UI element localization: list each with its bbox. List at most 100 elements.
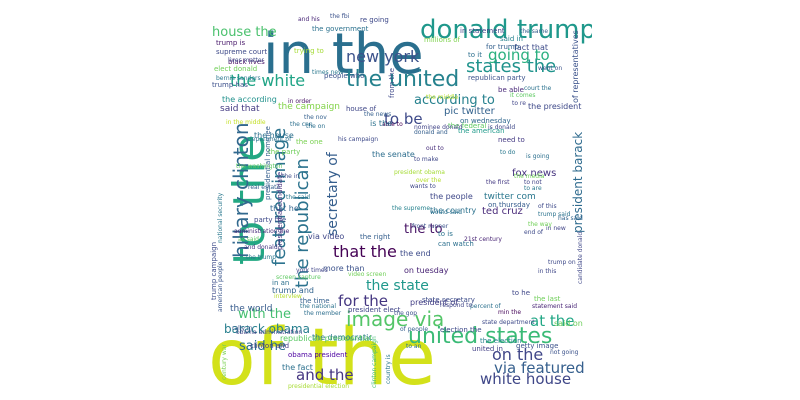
cloud-word: the member xyxy=(304,310,342,317)
cloud-word: twitter com xyxy=(484,192,536,202)
cloud-word: to not xyxy=(524,179,542,186)
cloud-word: in order xyxy=(288,98,312,105)
cloud-word: ted cruz xyxy=(482,206,523,217)
cloud-word: percent of xyxy=(470,303,502,310)
cloud-word: fox news xyxy=(512,168,556,179)
cloud-word: real estate xyxy=(248,184,280,191)
cloud-word: the democratic xyxy=(312,333,373,342)
cloud-word: united in xyxy=(472,345,503,353)
cloud-word: obama president xyxy=(288,351,348,359)
cloud-word: the campaign xyxy=(278,102,340,112)
cloud-word: state department xyxy=(482,319,535,326)
cloud-word: lives matter xyxy=(228,57,265,64)
cloud-word: president of xyxy=(410,298,458,307)
cloud-word: the trump xyxy=(246,254,276,261)
cloud-word: to he xyxy=(512,289,530,297)
cloud-word: min the xyxy=(498,309,521,316)
cloud-word: the media xyxy=(514,173,545,180)
cloud-word: be able xyxy=(498,86,524,94)
cloud-word: and his xyxy=(298,16,320,23)
cloud-word: trump on xyxy=(548,259,576,266)
cloud-word: the party xyxy=(268,148,300,156)
cloud-word: presidential election xyxy=(288,383,349,390)
cloud-word: getty image xyxy=(516,342,558,350)
cloud-word: nominee donald xyxy=(414,124,463,131)
cloud-word: department of xyxy=(248,136,292,143)
cloud-word: hillary clinton xyxy=(229,122,253,258)
cloud-word: the federal xyxy=(448,122,486,130)
cloud-word: his campaign xyxy=(338,136,378,143)
cloud-word: bernie sanders xyxy=(216,75,261,82)
cloud-word: to make xyxy=(414,156,439,163)
cloud-word: to is xyxy=(438,230,453,238)
cloud-word: black lives xyxy=(228,58,265,66)
cloud-word: trump has xyxy=(212,81,248,89)
cloud-word: in the xyxy=(263,22,424,87)
cloud-word: respond to xyxy=(440,302,473,309)
cloud-word: clinton and xyxy=(250,342,289,350)
cloud-word: over the xyxy=(416,177,441,184)
cloud-word: as said xyxy=(238,236,259,243)
cloud-word: said on xyxy=(554,319,583,328)
cloud-word: president obama xyxy=(394,169,445,176)
cloud-word: on the xyxy=(492,345,543,364)
cloud-word: the middle xyxy=(426,94,459,101)
cloud-word: donald and xyxy=(414,129,448,136)
cloud-word: end of xyxy=(524,229,544,236)
cloud-word: the government xyxy=(312,25,369,33)
cloud-word: is going xyxy=(526,153,550,160)
cloud-word: said he xyxy=(239,339,286,354)
cloud-word: on wednesday xyxy=(460,117,511,125)
cloud-word: of this xyxy=(538,203,557,210)
cloud-word: state secretary xyxy=(422,296,475,304)
cloud-word: the house xyxy=(254,131,294,140)
cloud-word: the right xyxy=(360,233,390,241)
cloud-word: statement said xyxy=(532,303,577,310)
cloud-word: the state xyxy=(366,278,429,294)
cloud-word: to an xyxy=(406,343,422,350)
cloud-word: house the xyxy=(212,25,277,40)
cloud-word: to the xyxy=(224,135,275,265)
cloud-word: said that xyxy=(220,104,260,114)
cloud-word: that the xyxy=(333,242,397,261)
cloud-word: to do xyxy=(500,149,516,156)
cloud-word: with the xyxy=(238,307,291,322)
cloud-word: clinton campaign xyxy=(371,336,378,388)
cloud-word: to are xyxy=(524,185,542,192)
cloud-word: century war xyxy=(221,344,228,380)
cloud-word: image via xyxy=(346,307,444,331)
cloud-word: interview xyxy=(274,293,302,300)
cloud-word: trump and xyxy=(272,286,314,295)
cloud-word: according to xyxy=(414,93,495,108)
cloud-word: to it xyxy=(468,51,482,59)
cloud-word: the news xyxy=(364,111,391,118)
word-cloud-canvas: of the in the to the donald trump the united… xyxy=(208,13,592,392)
cloud-word: secretary of xyxy=(325,151,341,236)
cloud-word: the supreme xyxy=(392,205,430,212)
cloud-word: the senate xyxy=(372,150,415,159)
cloud-word: that he xyxy=(270,204,299,213)
cloud-word: president barack xyxy=(571,132,585,233)
word-cloud: of the in the to the donald trump the united… xyxy=(208,8,592,392)
cloud-word: people who xyxy=(324,72,364,80)
cloud-word: via featured xyxy=(494,359,585,377)
cloud-word: re going xyxy=(360,16,389,24)
cloud-word: front runner xyxy=(412,223,449,230)
cloud-word: candidate donald xyxy=(577,232,584,284)
cloud-word: on tuesday xyxy=(404,266,449,275)
cloud-word: 21st century xyxy=(464,236,502,243)
cloud-word: and donald xyxy=(244,244,278,251)
cloud-word: the way xyxy=(528,221,552,228)
cloud-word: on thursday xyxy=(488,201,530,209)
cloud-word: elect donald xyxy=(214,65,257,73)
cloud-word: the according xyxy=(222,95,277,104)
cloud-word: the cnn xyxy=(290,121,313,128)
cloud-word: video screen xyxy=(348,271,386,278)
cloud-word: york times xyxy=(296,267,328,274)
cloud-word: states the xyxy=(466,56,556,77)
cloud-word: in the middle xyxy=(226,119,266,126)
cloud-word: more than xyxy=(323,264,364,273)
cloud-word: the nov xyxy=(304,114,327,121)
cloud-word: the to xyxy=(404,222,443,237)
cloud-word: trump campaign xyxy=(210,242,218,300)
